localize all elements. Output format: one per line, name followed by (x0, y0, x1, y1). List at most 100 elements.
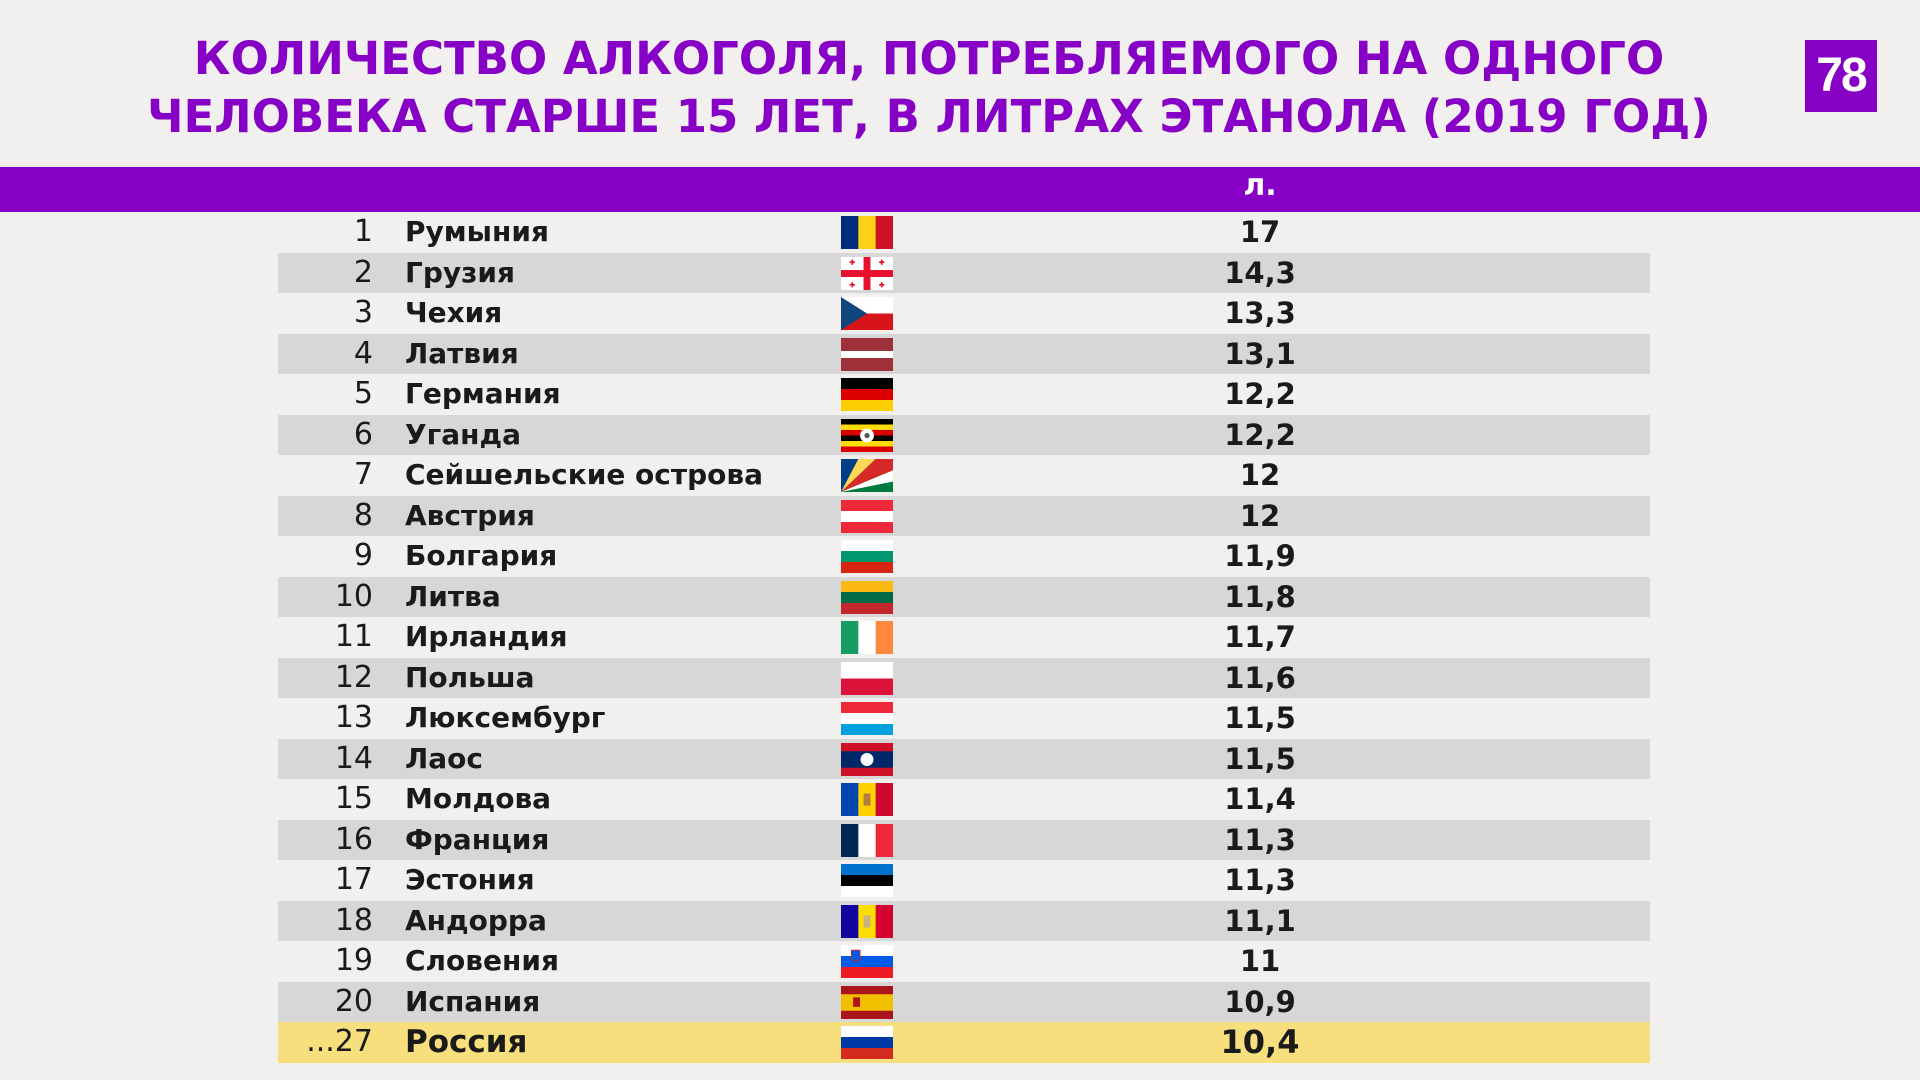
table-row: 10 Литва 11,8 (278, 576, 1650, 617)
country-name: Россия (405, 1024, 528, 1060)
flag-slovenia-icon (841, 945, 893, 978)
table-row: 2 Грузия 14,3 (278, 252, 1650, 293)
flag-poland-icon (841, 661, 893, 695)
table-row: 12 Польша 11,6 (278, 657, 1650, 698)
flag-germany-icon (841, 378, 893, 411)
flag-seychelles-icon (841, 459, 893, 492)
value-cell: 12 (1239, 498, 1281, 533)
flag-romania-icon (841, 216, 893, 249)
value-cell: 11,1 (1224, 903, 1296, 938)
unit-label: л. (1243, 168, 1277, 203)
country-name: Андорра (405, 903, 547, 937)
flag-czechia-icon (841, 297, 893, 330)
table-row: 6 Уганда 12,2 (278, 414, 1650, 455)
rank-cell: 5 (353, 376, 373, 411)
flag-latvia-icon (841, 337, 893, 371)
value-cell: 11,9 (1224, 539, 1296, 573)
value-cell: 14,3 (1224, 255, 1296, 290)
rank-cell: 6 (353, 416, 373, 452)
table-row: 11 Ирландия 11,7 (278, 617, 1650, 658)
rank-cell: 17 (334, 862, 373, 897)
country-name: Лаос (405, 741, 483, 775)
country-name: Польша (405, 660, 535, 694)
value-cell: 11,4 (1224, 782, 1296, 816)
country-name: Болгария (405, 539, 558, 572)
country-name: Эстония (405, 863, 535, 896)
rank-cell: 20 (334, 983, 373, 1019)
table-row: 19 Словения 11 (278, 941, 1650, 982)
value-cell: 11 (1239, 944, 1281, 978)
flag-spain-icon (841, 985, 893, 1019)
value-cell: 11,6 (1224, 660, 1296, 695)
rank-cell: 3 (353, 295, 373, 330)
table-row: 18 Андорра 11,1 (278, 900, 1650, 941)
ranking-table: 1 Румыния 17 2 Грузия 14,3 3 Чехия 13,3 4 Латвия 1… (278, 212, 1650, 1063)
table-row: 13 Люксембург 11,5 (278, 698, 1650, 739)
value-cell: 11,7 (1224, 620, 1296, 654)
country-name: Люксембург (405, 701, 606, 734)
chart-title: Количество алкоголя, потребляемого на од… (0, 30, 1858, 146)
country-name: Латвия (405, 336, 519, 370)
table-row: 14 Лаос 11,5 (278, 738, 1650, 779)
flag-andorra-icon (841, 904, 893, 938)
table-row: 20 Испания 10,9 (278, 981, 1650, 1022)
value-cell: 10,9 (1224, 984, 1296, 1019)
country-name: Ирландия (405, 620, 568, 653)
rank-cell: 1 (353, 214, 373, 249)
value-cell: 11,3 (1224, 863, 1296, 897)
flag-moldova-icon (841, 783, 893, 816)
rank-cell: 12 (334, 659, 373, 695)
country-name: Франция (405, 822, 550, 856)
title-line-2: человека старше 15 лет, в литрах этанола… (147, 90, 1711, 143)
rank-cell: 7 (353, 457, 373, 492)
rank-cell: 10 (334, 578, 373, 614)
rank-cell: 16 (334, 821, 373, 857)
value-cell: 13,1 (1224, 336, 1296, 371)
table-row: 16 Франция 11,3 (278, 819, 1650, 860)
table-row: 4 Латвия 13,1 (278, 333, 1650, 374)
flag-russia-icon (841, 1026, 893, 1059)
value-cell: 17 (1239, 215, 1281, 249)
table-row: 8 Австрия 12 (278, 495, 1650, 536)
channel-logo: 78 (1805, 40, 1877, 112)
table-row: 3 Чехия 13,3 (278, 293, 1650, 334)
country-name: Румыния (405, 215, 549, 248)
value-cell: 11,5 (1224, 741, 1296, 776)
value-cell: 12 (1239, 458, 1281, 492)
country-name: Германия (405, 377, 561, 410)
flag-austria-icon (841, 499, 893, 533)
rank-cell: 13 (334, 700, 373, 735)
flag-georgia-icon (841, 256, 893, 290)
country-name: Австрия (405, 498, 535, 532)
value-cell: 13,3 (1224, 296, 1296, 330)
value-cell: 12,2 (1224, 377, 1296, 411)
country-name: Чехия (405, 296, 503, 329)
rank-cell: 19 (334, 943, 373, 978)
table-row: 9 Болгария 11,9 (278, 536, 1650, 577)
table-row: ...27 Россия 10,4 (278, 1022, 1650, 1063)
country-name: Грузия (405, 255, 516, 289)
rank-cell: 15 (334, 781, 373, 816)
table-header-bar: л. (0, 167, 1920, 212)
value-cell: 11,8 (1224, 579, 1296, 614)
rank-cell: 8 (353, 497, 373, 533)
flag-laos-icon (841, 742, 893, 776)
flag-lithuania-icon (841, 580, 893, 614)
rank-cell: 9 (353, 538, 373, 573)
value-cell: 11,3 (1224, 822, 1296, 857)
flag-uganda-icon (841, 418, 893, 452)
flag-ireland-icon (841, 621, 893, 654)
flag-france-icon (841, 823, 893, 857)
country-name: Испания (405, 984, 541, 1018)
value-cell: 12,2 (1224, 417, 1296, 452)
table-row: 17 Эстония 11,3 (278, 860, 1650, 901)
country-name: Уганда (405, 417, 521, 451)
rank-cell: 2 (353, 254, 373, 290)
table-row: 15 Молдова 11,4 (278, 779, 1650, 820)
value-cell: 11,5 (1224, 701, 1296, 735)
rank-cell: 14 (334, 740, 373, 776)
country-name: Молдова (405, 782, 552, 815)
table-row: 1 Румыния 17 (278, 212, 1650, 253)
rank-cell: ...27 (306, 1024, 373, 1059)
table-row: 5 Германия 12,2 (278, 374, 1650, 415)
